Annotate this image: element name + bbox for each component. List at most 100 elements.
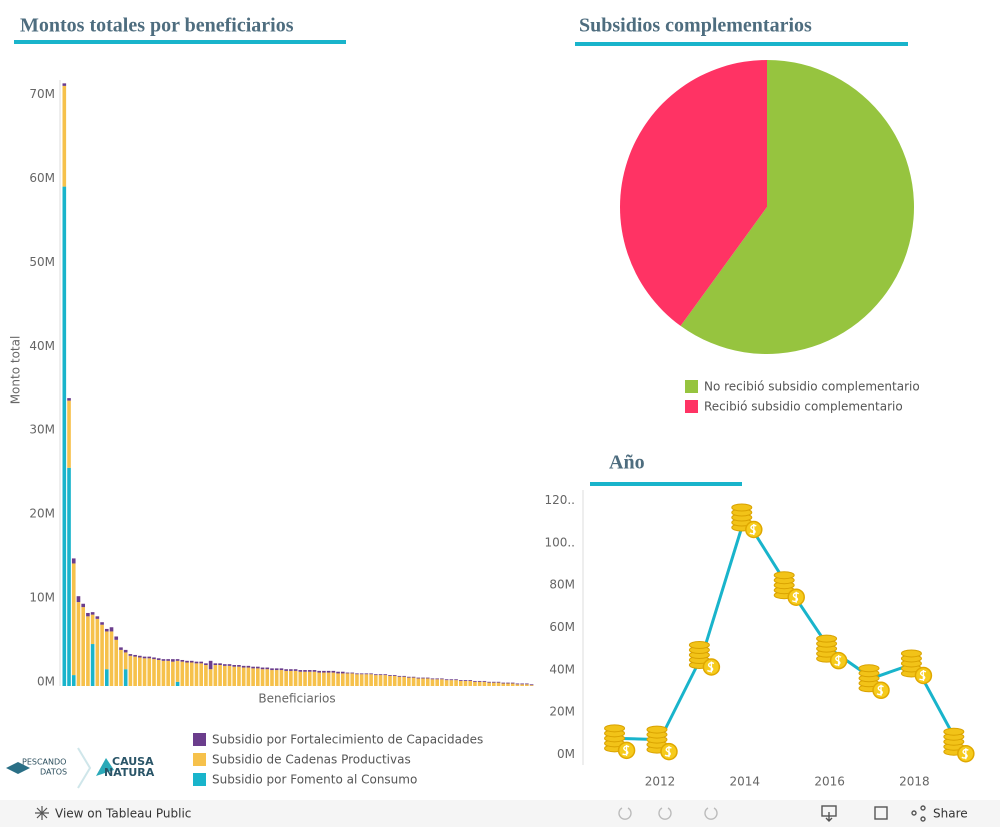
bar-segment [204,663,208,666]
bar-segment [425,677,430,679]
bar-segment [241,667,246,686]
bar-segment [402,675,406,677]
bar-segment [449,680,454,686]
bar-segment [227,665,232,686]
bar-segment [152,657,156,660]
bar-segment [449,679,454,681]
x-tick-label: 2014 [730,775,761,789]
legend-label: Subsidio por Fomento al Consumo [212,773,417,787]
logo-causa: CAUSA NATURA [96,755,155,779]
bar-segment [482,681,487,686]
bar-segment [340,671,345,674]
coin-marker [688,641,721,676]
bar-segment [383,674,388,676]
bar-segment [331,670,336,673]
download-icon[interactable] [821,805,837,822]
bar-segment [71,675,76,686]
bar-segment [119,647,123,650]
coin [900,649,922,658]
tableau-icon[interactable] [35,806,49,820]
bar-segment [411,676,416,678]
line-title: Año [609,452,645,474]
bar-segment [487,682,491,686]
bar-segment [194,663,199,686]
bar-segment [62,186,67,686]
y-tick-label: 80M [549,578,575,592]
bar-segment [104,631,109,670]
bar-segment [227,664,232,666]
bar-segment [104,628,109,632]
bar-segment [402,676,406,686]
legend-label: Subsidio de Cadenas Productivas [212,753,411,767]
coin-marker [604,724,636,760]
view-link[interactable]: View on Tableau Public [55,807,191,821]
pie-slice [620,60,767,326]
bar-segment [326,672,331,686]
bar-segment [67,467,71,686]
share-button[interactable]: Share [933,807,968,821]
coin [858,664,880,673]
bar-segment [104,669,109,686]
bar-segment [185,660,189,663]
bar-segment [86,616,90,686]
bar-segment [492,681,496,683]
bar-segment [199,661,203,664]
y-tick-label: 20M [29,507,55,521]
bar-segment [458,680,463,686]
share-icon[interactable] [911,805,926,822]
bar-segment [307,670,312,672]
bar-segment [364,673,369,675]
legend-swatch [685,400,698,413]
bar-segment [477,681,482,686]
bar-segment [284,669,288,671]
bar-segment [109,627,114,632]
bar-segment [501,683,506,686]
bar-segment [222,664,227,666]
fullscreen-icon[interactable] [874,806,888,820]
bar-segment [71,563,76,676]
bar-segment [175,681,180,686]
coin-marker [646,725,678,761]
bar-segment [119,649,123,686]
coin-symbol [622,744,630,756]
bar-segment [298,670,303,672]
coin-marker [858,664,890,700]
bar-segment [425,678,430,686]
bar-segment [218,663,222,666]
bar-segment [251,666,255,669]
coin [816,634,838,643]
bar-segment [468,680,473,681]
bar-segment [71,558,76,564]
x-tick-label: 2016 [814,775,845,789]
bar-segment [369,674,373,686]
bar-segment [529,684,534,686]
bar-segment [355,673,359,675]
bar-segment [364,674,369,686]
bar-segment [458,680,463,681]
y-tick-label: 120.. [544,493,575,507]
bar-segment [138,655,142,658]
toolbar [0,800,1000,827]
bar-segment [123,669,128,686]
bar-segment [194,661,199,664]
bar-segment [307,671,312,686]
bar-segment [204,665,208,686]
y-axis-label: Monto total [9,336,23,405]
bar-segment [133,656,137,686]
bar-segment [435,678,439,680]
bar-segment [208,660,213,670]
bar-segment [378,675,383,686]
coin-symbol [876,684,884,696]
bar-segment [515,684,520,686]
bar-segment [388,675,392,676]
bar-segment [133,654,137,657]
bar-segment [345,673,350,686]
bar-segment [156,659,161,686]
legend-swatch [193,773,206,786]
bar-segment [237,666,241,686]
bar-segment [463,680,468,681]
bar-segment [274,670,279,686]
title-underline [590,482,742,486]
